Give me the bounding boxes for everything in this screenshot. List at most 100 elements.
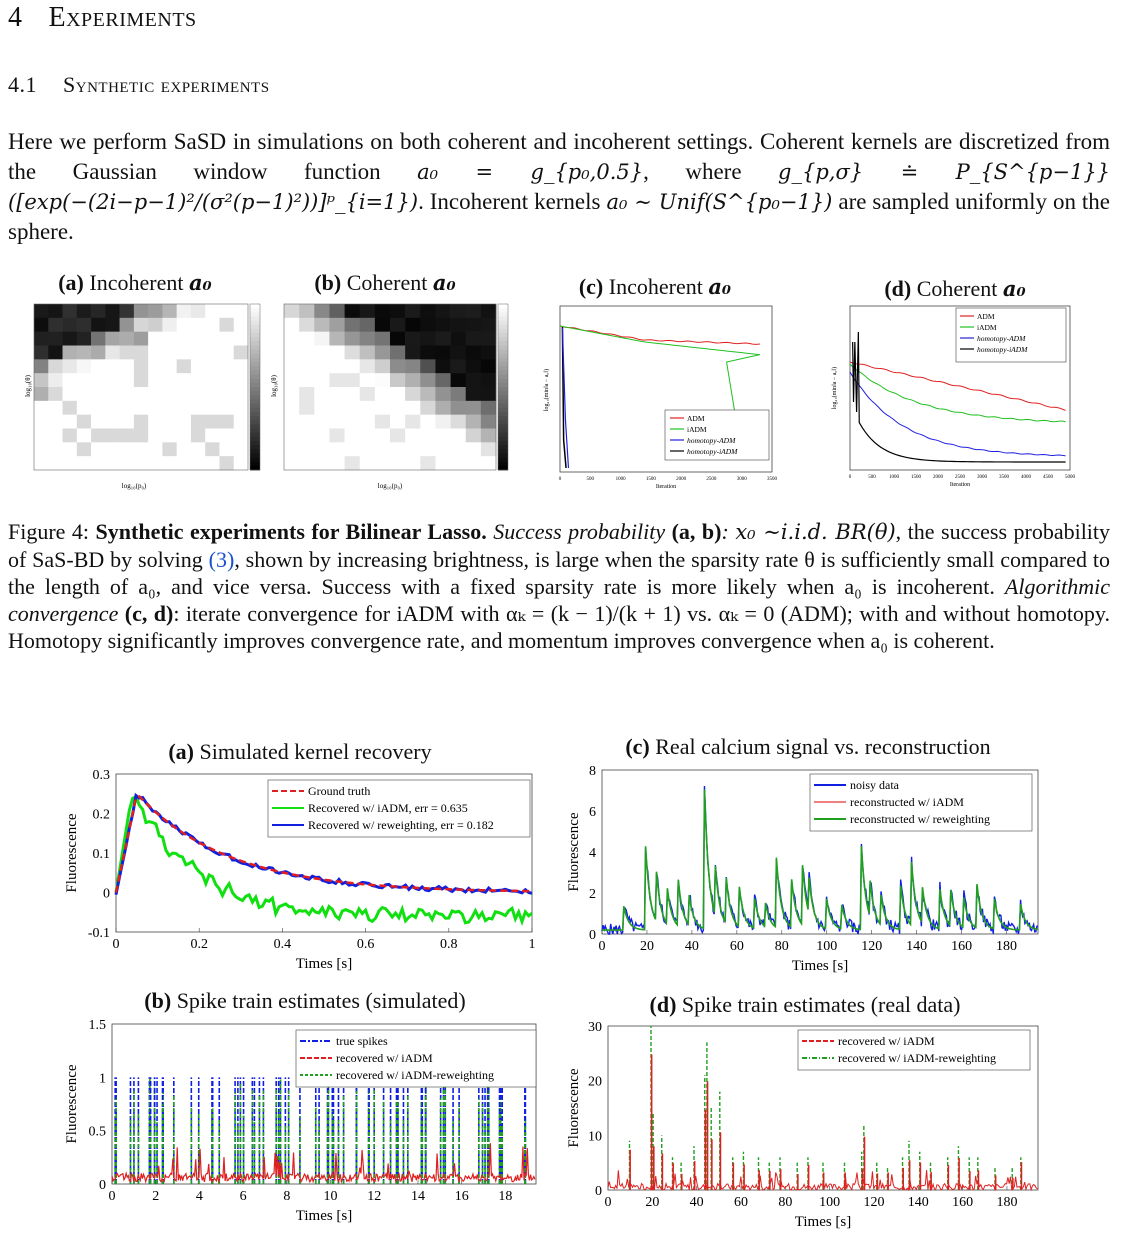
colorbar-segment bbox=[250, 432, 260, 438]
heat-b-cell bbox=[465, 345, 482, 360]
colorbar-segment bbox=[498, 453, 508, 458]
heat-b-cell bbox=[450, 373, 467, 388]
heat-a-cell bbox=[34, 387, 49, 402]
heat-b-cell bbox=[435, 304, 451, 319]
heat-a-cell bbox=[162, 317, 177, 332]
legend-entry: homotopy-ADM bbox=[977, 334, 1026, 343]
heat-a-cell bbox=[48, 387, 63, 402]
heat-a-cell bbox=[148, 304, 163, 319]
colorbar-segment bbox=[250, 461, 260, 467]
heat-b-cell bbox=[405, 414, 421, 429]
heat-b-cell bbox=[480, 345, 497, 360]
colorbar-segment bbox=[498, 341, 508, 346]
para-text-3: . Incoherent kernels bbox=[418, 189, 601, 214]
heat-b-cell bbox=[420, 442, 436, 457]
heat-a-cell bbox=[133, 331, 149, 346]
colorbar-segment bbox=[498, 304, 508, 309]
heat-a-cell bbox=[190, 317, 206, 332]
heat-a-cell bbox=[148, 331, 163, 346]
heat-a-cell bbox=[91, 456, 106, 471]
x-tick-label: 6 bbox=[240, 1189, 247, 1204]
x-tick-label: 60 bbox=[734, 1195, 748, 1210]
heat-a-cell bbox=[76, 428, 92, 443]
heat-b-cell bbox=[465, 387, 482, 402]
heat-b-cell bbox=[329, 331, 345, 346]
heat-b-cell bbox=[284, 304, 300, 319]
legend-box bbox=[797, 1029, 1031, 1071]
fig4b-heatmap: log₁₀(θ) log₁₀(p₀) bbox=[270, 303, 509, 490]
heat-b-cell bbox=[314, 442, 330, 457]
heat-a-cell bbox=[34, 373, 49, 388]
legend-entry: homotopy-iADM bbox=[977, 345, 1028, 354]
x-tick-label: 100 bbox=[816, 939, 837, 954]
caption-math: x₀ ∼i.i.d. BR(θ) bbox=[735, 520, 896, 544]
caption-text-2: , shown by increasing brightness, is lar… bbox=[8, 547, 1110, 599]
homotopy-adm-line bbox=[561, 327, 570, 469]
heat-a-cell bbox=[76, 456, 92, 471]
heat-b-cell bbox=[465, 400, 482, 415]
equation-ref-link[interactable]: (3) bbox=[208, 547, 235, 572]
x-tick-label: 16 bbox=[455, 1189, 469, 1204]
heat-a-cell bbox=[48, 317, 63, 332]
tick-label: 4000 bbox=[1021, 475, 1032, 480]
heat-a-cell bbox=[62, 400, 78, 415]
x-tick-label: 0 bbox=[113, 937, 120, 952]
heat-a-cell bbox=[133, 359, 149, 374]
heat-a-cell bbox=[219, 317, 235, 332]
colorbar-segment bbox=[250, 457, 260, 463]
heat-b-cell bbox=[284, 400, 300, 415]
x-axis-label: Times [s] bbox=[792, 958, 849, 974]
heat-b-cell bbox=[284, 317, 300, 332]
heat-a-cell bbox=[62, 428, 78, 443]
colorbar-segment bbox=[250, 391, 260, 396]
heat-a-cell bbox=[162, 400, 177, 415]
heat-a-cell bbox=[62, 304, 78, 319]
colorbar-segment bbox=[250, 428, 260, 434]
heat-a-cell bbox=[34, 331, 49, 346]
heat-b-cell bbox=[374, 359, 391, 374]
heat-b-cell bbox=[299, 442, 315, 457]
heat-b-cell bbox=[435, 442, 451, 457]
heat-a-cell bbox=[133, 345, 149, 360]
heat-a-cell bbox=[48, 414, 63, 429]
colorbar-segment bbox=[498, 436, 508, 442]
heat-b-cell bbox=[480, 442, 497, 457]
heat-a-cell bbox=[34, 414, 49, 429]
section-heading: 4 Experiments bbox=[8, 2, 197, 34]
heat-a-cell bbox=[119, 373, 135, 388]
heat-a-cell bbox=[176, 456, 192, 471]
heat-a-cell bbox=[76, 331, 92, 346]
colorbar-segment bbox=[250, 353, 260, 359]
heat-b-cell bbox=[359, 345, 376, 360]
fig4b-xlabel: log₁₀(p₀) bbox=[378, 482, 403, 490]
heat-a-cell bbox=[205, 317, 220, 332]
tick-label: 3000 bbox=[737, 477, 748, 482]
colorbar-segment bbox=[498, 399, 508, 404]
heat-a-cell bbox=[190, 387, 206, 402]
heat-b-cell bbox=[329, 400, 345, 415]
heat-a-cell bbox=[162, 331, 177, 346]
heat-b-cell bbox=[359, 400, 376, 415]
heat-b-cell bbox=[405, 317, 421, 332]
colorbar-segment bbox=[250, 453, 260, 458]
y-axis-label: Fluorescence bbox=[566, 1068, 582, 1147]
x-tick-label: 160 bbox=[951, 939, 972, 954]
heat-b-cell bbox=[314, 387, 330, 402]
heat-a-cell bbox=[133, 414, 149, 429]
x-tick-label: 140 bbox=[906, 939, 927, 954]
legend-box bbox=[809, 773, 1033, 832]
heat-b-cell bbox=[299, 387, 315, 402]
heat-a-cell bbox=[119, 359, 135, 374]
heat-a-cell bbox=[233, 331, 249, 346]
x-tick-label: 140 bbox=[908, 1195, 929, 1210]
x-tick-label: 1 bbox=[529, 937, 536, 952]
heat-b-cell bbox=[359, 414, 376, 429]
colorbar-segment bbox=[250, 316, 260, 321]
heat-a-cell bbox=[76, 400, 92, 415]
heat-a-cell bbox=[62, 373, 78, 388]
heat-a-cell bbox=[162, 387, 177, 402]
colorbar-segment bbox=[498, 308, 508, 313]
fig4d-ylabel: log₁₀(min‖a − a₀‖) bbox=[831, 367, 838, 409]
colorbar-segment bbox=[498, 449, 508, 454]
heat-a-cell bbox=[176, 428, 192, 443]
